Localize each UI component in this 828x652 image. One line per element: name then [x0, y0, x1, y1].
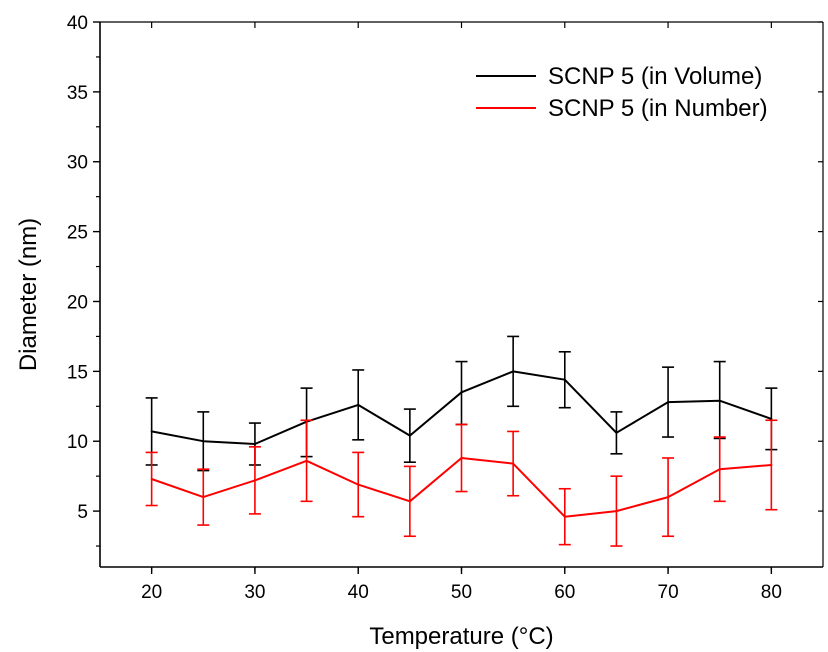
- legend-label-number: SCNP 5 (in Number): [548, 95, 768, 122]
- data-point: [615, 431, 618, 434]
- x-tick-label: 20: [141, 582, 162, 603]
- data-point: [512, 370, 515, 373]
- x-tick-label: 70: [658, 582, 679, 603]
- x-tick-label: 50: [451, 582, 472, 603]
- axis-ticks: 20 30 40 50 60 70 80 5 10 15 20 25 30 35 40: [67, 13, 823, 603]
- data-point: [202, 496, 205, 499]
- data-point: [563, 515, 566, 518]
- data-point: [202, 440, 205, 443]
- y-tick-label: 10: [67, 432, 88, 453]
- legend-label-volume: SCNP 5 (in Volume): [548, 63, 762, 90]
- legend: SCNP 5 (in Volume) SCNP 5 (in Number): [476, 63, 768, 122]
- data-point: [770, 417, 773, 420]
- x-tick-label: 60: [554, 582, 575, 603]
- data-point: [512, 462, 515, 465]
- x-tick-label: 40: [348, 582, 369, 603]
- series-volume: [145, 335, 778, 472]
- y-tick-label: 15: [67, 362, 88, 383]
- data-point: [357, 483, 360, 486]
- series-number: [145, 419, 778, 547]
- data-point: [667, 496, 670, 499]
- data-point: [615, 510, 618, 513]
- y-tick-label: 40: [67, 13, 88, 34]
- data-point: [408, 500, 411, 503]
- y-tick-label: 5: [77, 502, 88, 523]
- data-point: [408, 434, 411, 437]
- data-point: [357, 403, 360, 406]
- data-point: [718, 468, 721, 471]
- y-tick-label: 30: [67, 153, 88, 174]
- y-tick-label: 20: [67, 292, 88, 313]
- y-tick-label: 35: [67, 83, 88, 104]
- data-point: [253, 479, 256, 482]
- x-tick-label: 80: [761, 582, 782, 603]
- data-point: [150, 477, 153, 480]
- y-tick-label: 25: [67, 223, 88, 244]
- data-point: [305, 459, 308, 462]
- data-point: [150, 430, 153, 433]
- data-point: [770, 463, 773, 466]
- data-layer: [145, 335, 778, 547]
- x-tick-label: 30: [244, 582, 265, 603]
- data-point: [563, 378, 566, 381]
- y-axis-title: Diameter (nm): [15, 218, 42, 371]
- x-axis-title: Temperature (°C): [369, 623, 553, 650]
- data-point: [253, 443, 256, 446]
- data-point: [460, 457, 463, 459]
- data-point: [718, 399, 721, 402]
- data-point: [460, 391, 463, 394]
- data-point: [667, 401, 670, 404]
